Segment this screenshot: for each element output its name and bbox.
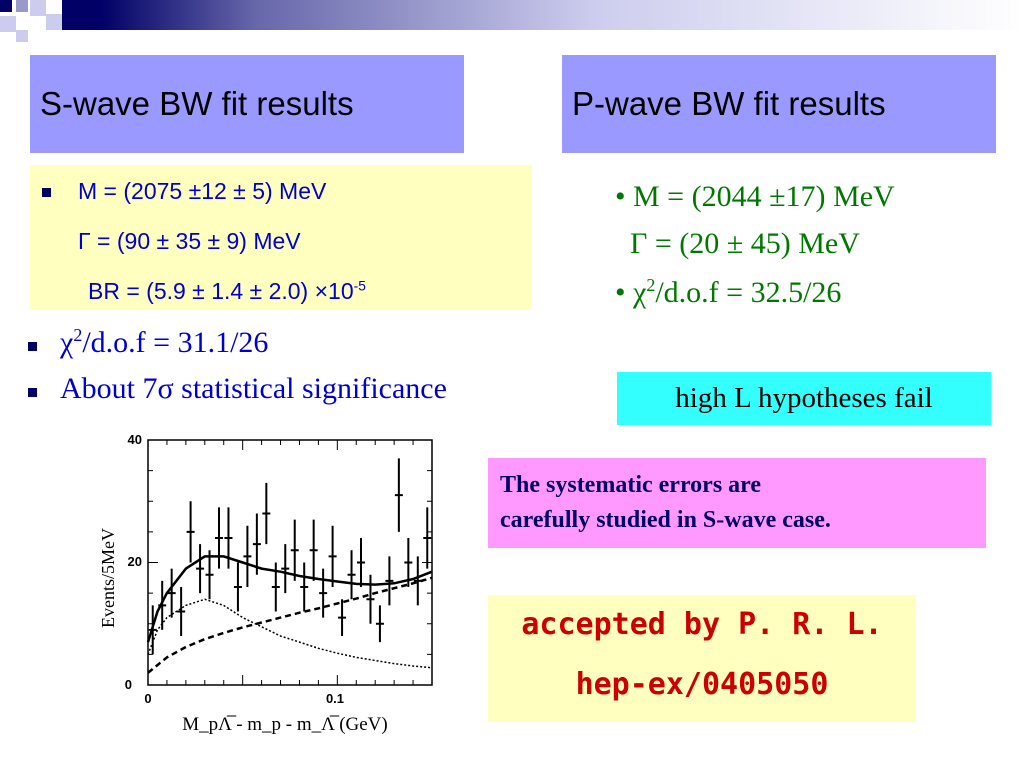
square-bullet-icon	[28, 342, 37, 351]
data-point	[262, 482, 271, 545]
s-wave-mass: M = (2075 ±12 ± 5) MeV	[78, 178, 327, 204]
systematics-note: The systematic errors are carefully stud…	[488, 458, 986, 548]
data-point	[366, 574, 375, 624]
data-point	[394, 458, 403, 532]
data-point	[385, 556, 394, 606]
high-l-note: high L hypotheses fail	[617, 372, 991, 425]
systematics-line-1: The systematic errors are	[500, 472, 762, 498]
br-exponent: -5	[353, 278, 366, 294]
data-points	[148, 458, 432, 655]
data-point	[186, 501, 195, 563]
x-tick-label: 0.1	[326, 691, 344, 706]
chi-value: /d.o.f = 31.1/26	[82, 326, 269, 359]
y-tick-label: 0	[125, 677, 132, 692]
p-wave-title-text: P-wave BW fit results	[572, 85, 886, 122]
x-tick-label: 0	[144, 691, 151, 706]
high-l-text: high L hypotheses fail	[675, 382, 933, 414]
data-point	[281, 544, 290, 594]
x-axis-label: M_pΛ̅ - m_p - m_Λ̅ (GeV)	[182, 714, 387, 735]
accepted-line: accepted by P. R. L.	[521, 607, 883, 642]
data-point	[233, 562, 242, 612]
br-text: BR = (5.9 ± 1.4 ± 2.0) ×10	[88, 278, 354, 304]
data-point	[177, 587, 186, 636]
mass-spectrum-plot: 0 20 40 0 0.1 Events/5MeV M_pΛ̅ - m_p - …	[98, 432, 433, 735]
data-point	[215, 507, 223, 569]
s-wave-branching-ratio: BR = (5.9 ± 1.4 ± 2.0) ×10-5	[88, 278, 366, 305]
data-point	[328, 525, 337, 587]
plot-labels: 0 20 40 0 0.1 Events/5MeV M_pΛ̅ - m_p - …	[98, 432, 388, 735]
chi-exponent: 2	[73, 325, 83, 345]
s-wave-width: Γ = (90 ± 35 ± 9) MeV	[78, 228, 301, 254]
total-fit-curve	[146, 555, 433, 643]
y-tick-label: 40	[128, 432, 142, 447]
s-wave-title: S-wave BW fit results	[30, 55, 464, 153]
s-wave-chi2: χ2/d.o.f = 31.1/26	[60, 326, 268, 360]
data-point	[243, 525, 252, 587]
s-wave-title-text: S-wave BW fit results	[40, 85, 354, 122]
data-point	[413, 556, 422, 606]
data-point	[290, 519, 299, 581]
data-point	[167, 568, 176, 618]
systematics-line-2: carefully studied in S-wave case.	[500, 507, 831, 533]
square-bullet-icon	[42, 188, 51, 197]
data-point	[205, 550, 214, 600]
p-wave-width: Γ = (20 ± 45) MeV	[630, 227, 860, 260]
data-point	[338, 599, 347, 636]
s-wave-results-box	[30, 165, 532, 310]
signal-fit-curve	[147, 598, 433, 669]
background-fit-curve	[147, 576, 433, 674]
data-point	[300, 562, 309, 612]
data-point	[347, 550, 356, 600]
s-wave-significance: About 7σ statistical significance	[60, 372, 447, 405]
data-point	[423, 507, 432, 569]
publication-note: accepted by P. R. L. hep-ex/0405050	[488, 595, 916, 722]
p-chi-symbol: • χ	[615, 276, 647, 309]
data-point	[309, 519, 318, 581]
data-point	[375, 605, 384, 643]
square-bullet-icon	[28, 388, 37, 397]
data-point	[252, 513, 261, 575]
data-point	[357, 538, 365, 587]
corner-decoration	[0, 0, 1024, 50]
p-chi-exponent: 2	[646, 275, 656, 295]
p-chi-value: /d.o.f = 32.5/26	[655, 276, 842, 309]
data-point	[196, 544, 205, 594]
data-point	[319, 568, 328, 618]
fit-curves	[146, 555, 433, 674]
p-wave-chi2: • χ2/d.o.f = 32.5/26	[615, 276, 841, 310]
arxiv-line: hep-ex/0405050	[575, 667, 829, 702]
p-wave-title: P-wave BW fit results	[562, 55, 996, 153]
y-axis-label: Events/5MeV	[98, 528, 118, 628]
y-tick-label: 20	[128, 554, 142, 569]
chi-symbol: χ	[60, 326, 74, 359]
p-wave-mass: • M = (2044 ±17) MeV	[615, 180, 895, 213]
